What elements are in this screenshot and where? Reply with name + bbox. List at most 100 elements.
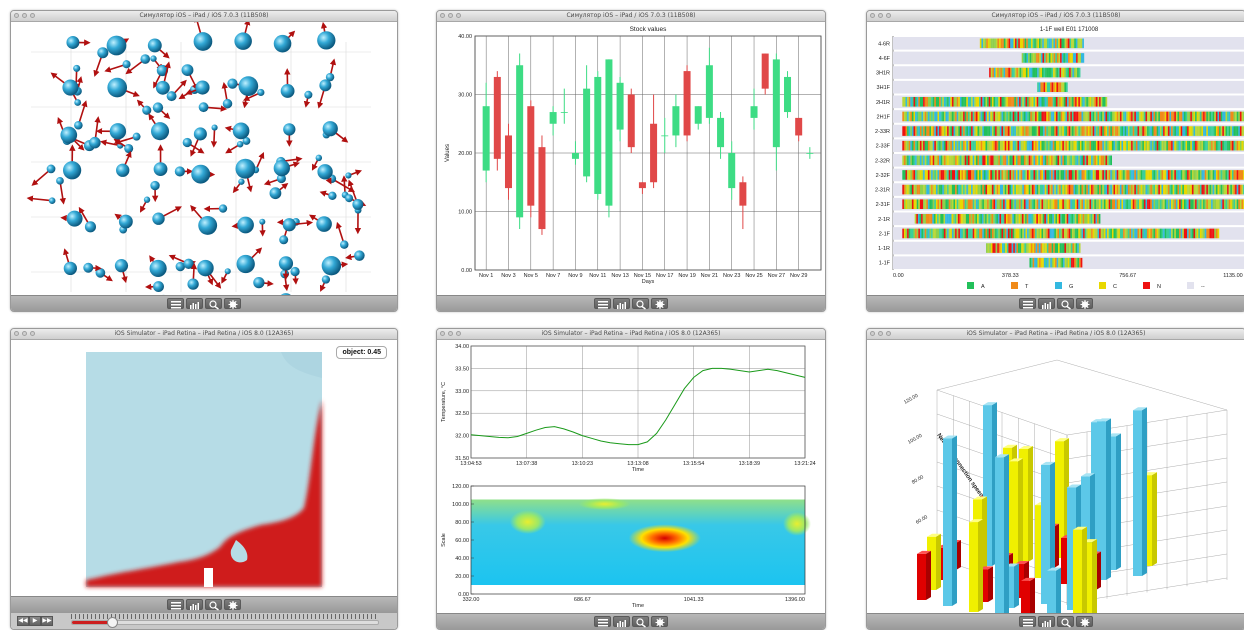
magnifier-button[interactable] <box>632 298 649 309</box>
base-stripe <box>984 185 986 195</box>
base-stripe <box>1070 126 1072 136</box>
base-stripe <box>1141 199 1143 209</box>
legend-label: A <box>981 284 985 290</box>
base-stripe <box>1176 112 1178 122</box>
gear-button[interactable] <box>224 599 241 610</box>
gear-button[interactable] <box>651 298 668 309</box>
list-button[interactable] <box>167 298 184 309</box>
magnifier-button[interactable] <box>1057 298 1074 309</box>
fast-forward-button[interactable]: ▶▶ <box>41 616 53 626</box>
base-stripe <box>1003 185 1005 195</box>
base-stripe <box>1055 68 1057 78</box>
base-stripe <box>994 243 996 253</box>
base-stripe <box>998 97 1000 107</box>
candle-body <box>583 89 590 177</box>
gear-icon <box>227 601 239 611</box>
base-stripe <box>936 185 938 195</box>
timeline-knob[interactable] <box>107 617 118 628</box>
candle-body <box>483 106 490 170</box>
chart-button[interactable] <box>186 298 203 309</box>
base-stripe <box>976 126 978 136</box>
base-stripe <box>958 170 960 180</box>
molecule-3d-scene[interactable] <box>11 22 397 295</box>
heatmap-warm-area <box>579 498 631 510</box>
base-stripe <box>1206 112 1208 122</box>
base-stripe <box>1043 229 1045 239</box>
play-button[interactable]: ▶ <box>29 616 41 626</box>
base-stripe <box>978 141 980 151</box>
base-stripe <box>973 141 975 151</box>
base-stripe <box>1130 126 1132 136</box>
chart-button[interactable] <box>1038 616 1055 627</box>
base-stripe <box>960 214 962 224</box>
magnifier-button[interactable] <box>205 599 222 610</box>
gear-button[interactable] <box>224 298 241 309</box>
atom-sphere <box>124 144 133 153</box>
fluid-simulation[interactable] <box>11 340 397 597</box>
base-stripe <box>1118 199 1120 209</box>
title-bar: Симулятор iOS – iPad / iOS 7.0.3 (11B508… <box>437 11 825 22</box>
base-stripe <box>1037 112 1039 122</box>
base-stripe <box>978 97 980 107</box>
base-stripe <box>971 170 973 180</box>
gear-button[interactable] <box>1076 298 1093 309</box>
base-stripe <box>1171 229 1173 239</box>
magnifier-button[interactable] <box>205 298 222 309</box>
chart-button[interactable] <box>613 298 630 309</box>
fluid-view[interactable]: object: 0.45 <box>11 340 397 597</box>
stock-candlestick-chart[interactable]: Stock values0.0010.0020.0030.0040.00Nov … <box>437 22 825 295</box>
chart-button[interactable] <box>1038 298 1055 309</box>
base-stripe <box>939 229 941 239</box>
list-button[interactable] <box>167 599 184 610</box>
base-stripe <box>1206 185 1208 195</box>
base-stripe <box>1071 258 1073 268</box>
base-stripe <box>1091 97 1093 107</box>
gear-button[interactable] <box>651 616 668 627</box>
base-stripe <box>995 185 997 195</box>
base-stripe <box>982 199 984 209</box>
timeline-slider[interactable] <box>71 620 379 625</box>
base-stripe <box>1214 141 1216 151</box>
base-stripe <box>956 214 958 224</box>
base-stripe <box>963 156 965 166</box>
list-button[interactable] <box>1019 616 1036 627</box>
list-button[interactable] <box>1019 298 1036 309</box>
gear-button[interactable] <box>1076 616 1093 627</box>
base-stripe <box>1077 39 1079 49</box>
rewind-button[interactable]: ◀◀ <box>17 616 29 626</box>
base-stripe <box>1077 199 1079 209</box>
list-button[interactable] <box>594 616 611 627</box>
base-stripe <box>1016 97 1018 107</box>
list-button[interactable] <box>594 298 611 309</box>
sequence-bar-chart[interactable]: 1-1F well E01 1710084-6R4-6F3H1R3H1F2H1R… <box>867 22 1244 295</box>
base-stripe <box>1205 185 1207 195</box>
base-stripe <box>1133 229 1135 239</box>
base-stripe <box>974 156 976 166</box>
base-stripe <box>1216 170 1218 180</box>
base-stripe <box>1122 141 1124 151</box>
base-stripe <box>918 126 920 136</box>
chart-button[interactable] <box>186 599 203 610</box>
base-stripe <box>1076 53 1078 63</box>
base-stripe <box>1150 185 1152 195</box>
base-stripe <box>1080 126 1082 136</box>
magnifier-button[interactable] <box>632 616 649 627</box>
magnifier-button[interactable] <box>1057 616 1074 627</box>
base-stripe <box>1120 141 1122 151</box>
base-stripe <box>994 112 996 122</box>
base-stripe <box>934 229 936 239</box>
base-stripe <box>1068 39 1070 49</box>
molecule-view[interactable] <box>11 22 397 295</box>
base-stripe <box>1005 141 1007 151</box>
chart-button[interactable] <box>613 616 630 627</box>
base-stripe <box>971 126 973 136</box>
candle-body <box>773 59 780 147</box>
atom-sphere <box>148 38 162 52</box>
atom-sphere <box>153 102 163 112</box>
